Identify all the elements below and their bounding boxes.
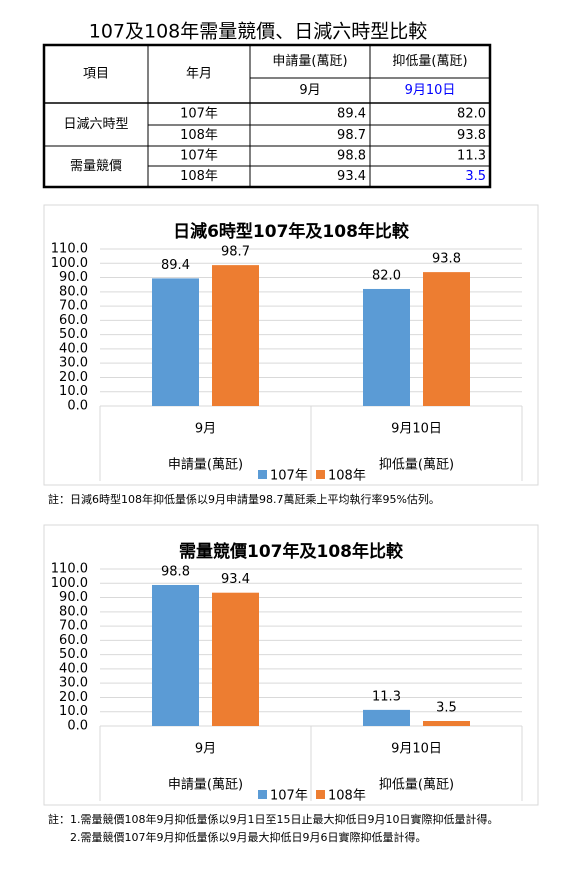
- chart-title: 需量競價107年及108年比較: [179, 541, 404, 562]
- table-group: 日減六時型: [63, 116, 128, 132]
- value-label: 3.5: [436, 701, 457, 716]
- legend-label: 107年: [270, 469, 308, 484]
- bar: [212, 265, 259, 406]
- y-tick-label: 20.0: [59, 370, 88, 385]
- legend-swatch: [258, 790, 267, 799]
- y-tick-label: 70.0: [59, 619, 88, 634]
- y-tick-label: 100.0: [51, 576, 88, 591]
- y-tick-label: 30.0: [59, 676, 88, 691]
- table-cell: 98.8: [337, 149, 366, 164]
- table-header: 項目: [83, 67, 109, 82]
- table-subheader: 9月10日: [405, 83, 456, 98]
- x-tick-label: 9月: [195, 422, 216, 437]
- y-tick-label: 30.0: [59, 356, 88, 371]
- y-tick-label: 40.0: [59, 661, 88, 676]
- table-border: [42, 43, 492, 189]
- y-tick-label: 110.0: [51, 242, 88, 257]
- table-cell: 82.0: [457, 107, 486, 122]
- y-tick-label: 90.0: [59, 270, 88, 285]
- bar: [212, 592, 259, 726]
- table-cell: 108年: [180, 169, 218, 184]
- y-tick-label: 20.0: [59, 690, 88, 705]
- y-tick-label: 80.0: [59, 604, 88, 619]
- table-cell: 11.3: [457, 149, 486, 164]
- table-cell: 93.8: [457, 128, 486, 143]
- y-tick-label: 40.0: [59, 341, 88, 356]
- x-group-label: 申請量(萬瓩): [168, 458, 243, 473]
- note: 2.需量競價107年9月抑低量係以9月最大抑低日9月6日實際抑低量計得。: [70, 830, 426, 844]
- y-tick-label: 60.0: [59, 313, 88, 328]
- y-tick-label: 50.0: [59, 327, 88, 342]
- table-cell: 107年: [180, 107, 218, 122]
- table-header: 申請量(萬瓩): [272, 54, 347, 69]
- x-tick-label: 9月10日: [391, 422, 442, 437]
- table-cell: 89.4: [337, 107, 366, 122]
- note: 註：1.需量競價108年9月抑低量係以9月1日至15日止最大抑低日9月10日實際…: [48, 812, 498, 826]
- x-group-label: 申請量(萬瓩): [168, 778, 243, 793]
- table-subheader: 9月: [299, 83, 320, 98]
- bar: [152, 584, 199, 726]
- y-tick-label: 80.0: [59, 284, 88, 299]
- legend-swatch: [316, 470, 325, 479]
- bar: [363, 709, 410, 726]
- y-tick-label: 0.0: [67, 399, 88, 414]
- chart-title: 日減6時型107年及108年比較: [173, 221, 410, 242]
- table-cell: 3.5: [465, 169, 486, 184]
- table-header: 抑低量(萬瓩): [392, 54, 467, 69]
- table-cell: 107年: [180, 149, 218, 164]
- table-group: 需量競價: [70, 159, 122, 174]
- table-cell: 98.7: [337, 128, 366, 143]
- x-tick-label: 9月10日: [391, 742, 442, 757]
- value-label: 89.4: [161, 258, 190, 273]
- legend-label: 107年: [270, 789, 308, 804]
- bar: [423, 272, 470, 406]
- y-tick-label: 90.0: [59, 590, 88, 605]
- bar: [152, 278, 199, 406]
- note: 註：日減6時型108年抑低量係以9月申請量98.7萬瓩乘上平均執行率95%估列。: [48, 492, 440, 506]
- y-tick-label: 0.0: [67, 719, 88, 734]
- legend-swatch: [316, 790, 325, 799]
- value-label: 98.8: [161, 564, 190, 579]
- y-tick-label: 70.0: [59, 299, 88, 314]
- x-tick-label: 9月: [195, 742, 216, 757]
- y-tick-label: 60.0: [59, 633, 88, 648]
- x-group-label: 抑低量(萬瓩): [379, 458, 454, 473]
- bar: [423, 721, 470, 726]
- value-label: 11.3: [372, 689, 401, 704]
- y-tick-label: 100.0: [51, 256, 88, 271]
- y-tick-label: 110.0: [51, 562, 88, 577]
- x-group-label: 抑低量(萬瓩): [379, 778, 454, 793]
- value-label: 93.8: [432, 252, 461, 267]
- value-label: 82.0: [372, 268, 401, 283]
- value-label: 93.4: [221, 572, 250, 587]
- legend-label: 108年: [328, 469, 366, 484]
- value-label: 98.7: [221, 245, 250, 260]
- table-cell: 93.4: [337, 169, 366, 184]
- legend-label: 108年: [328, 789, 366, 804]
- chart-frame: [43, 524, 539, 806]
- y-tick-label: 10.0: [59, 704, 88, 719]
- legend-swatch: [258, 470, 267, 479]
- table-cell: 108年: [180, 128, 218, 143]
- table-title: 107及108年需量競價、日減六時型比較: [89, 21, 428, 43]
- y-tick-label: 10.0: [59, 384, 88, 399]
- table-header: 年月: [186, 67, 212, 82]
- bar: [363, 288, 410, 406]
- y-tick-label: 50.0: [59, 647, 88, 662]
